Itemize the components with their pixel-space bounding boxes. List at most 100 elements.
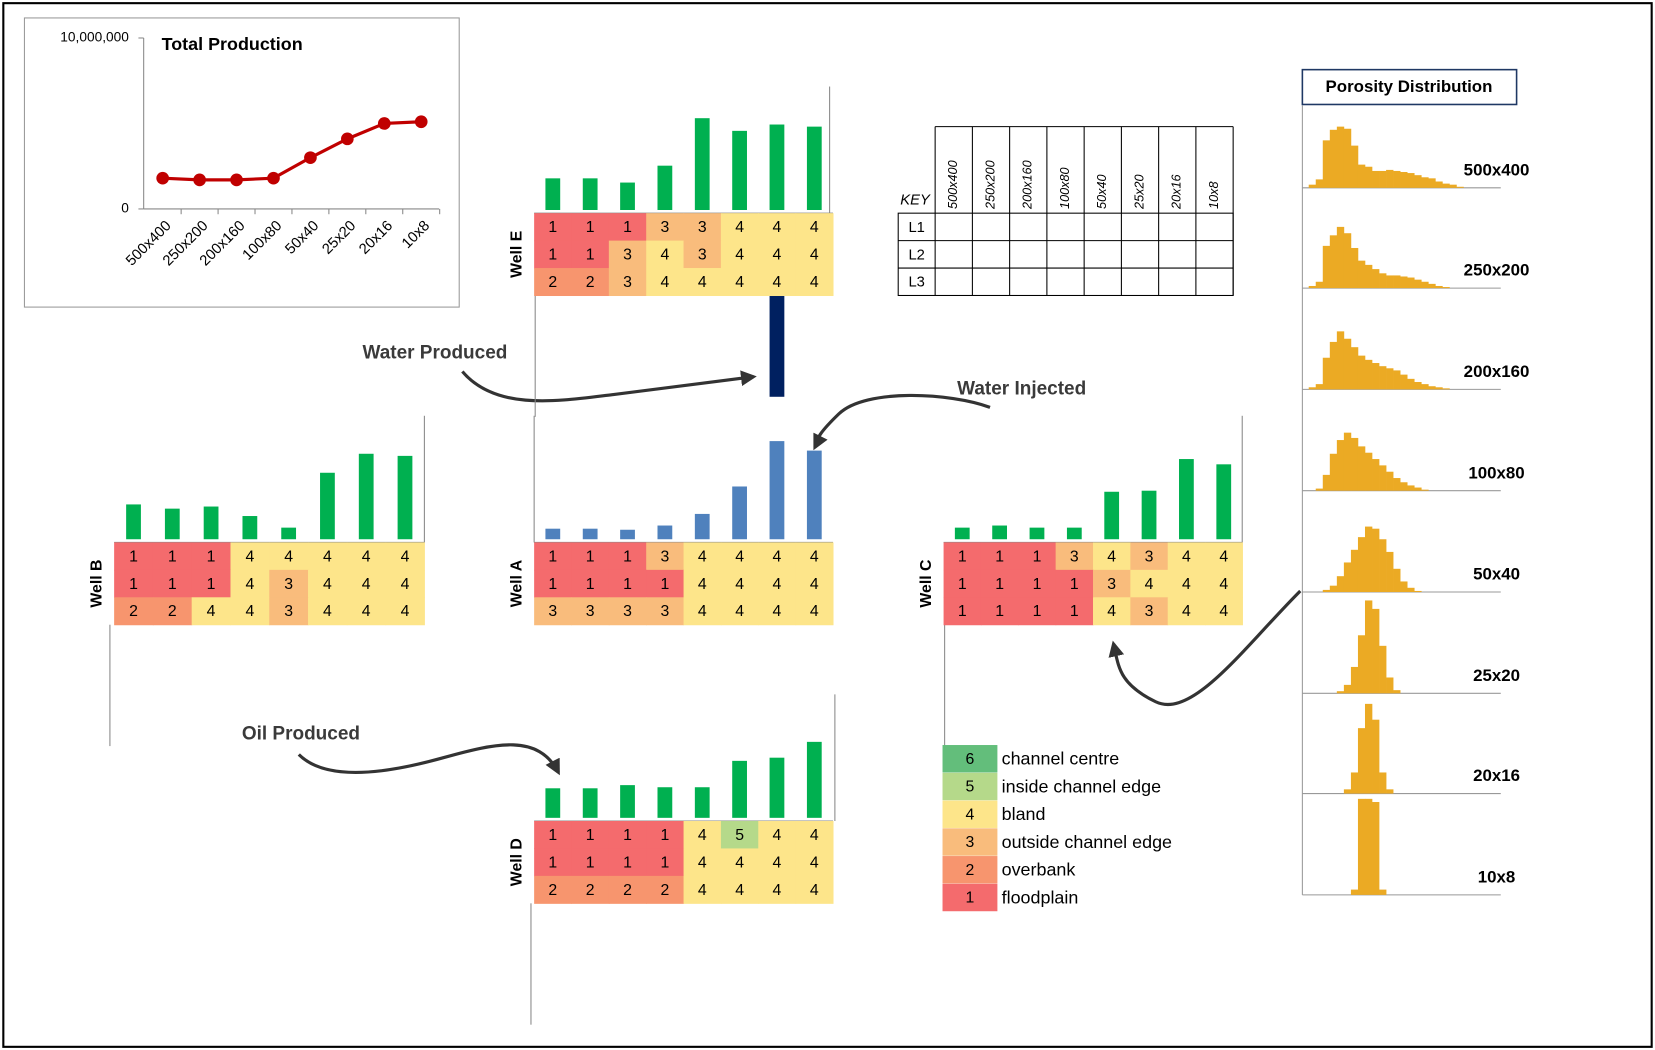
legend-code: 4: [966, 806, 975, 823]
cell-value: 3: [698, 219, 707, 236]
hist-title: 10x8: [1478, 867, 1516, 886]
hist-bar: [1329, 341, 1338, 390]
cell: [795, 569, 834, 598]
bar: [992, 525, 1008, 540]
hist-bar: [1393, 568, 1401, 593]
hist-title: 25x20: [1473, 666, 1520, 685]
hist-bar: [1308, 285, 1317, 289]
cell-value: 4: [773, 882, 782, 899]
bar: [582, 178, 598, 210]
hist-bar: [1386, 551, 1394, 593]
cell-value: 4: [773, 827, 782, 844]
point: [230, 173, 243, 187]
cell-value: 4: [810, 576, 819, 593]
cell: [683, 268, 722, 297]
legend-code: 2: [966, 862, 975, 879]
cell-value: 4: [735, 576, 744, 593]
bar: [694, 118, 710, 210]
cell: [114, 569, 154, 598]
hist-bar: [1357, 446, 1366, 491]
cell-value: 4: [1182, 603, 1191, 620]
hist-bar: [1442, 388, 1450, 390]
hist-bar: [1364, 798, 1373, 895]
cell: [191, 597, 232, 626]
cell-value: 4: [810, 603, 819, 620]
cell: [571, 240, 610, 269]
cell-value: 4: [773, 548, 782, 565]
bar: [806, 126, 822, 210]
cell-value: 4: [735, 219, 744, 236]
hist-title: 200x160: [1464, 362, 1530, 381]
bar: [620, 182, 635, 210]
cell-value: 1: [548, 219, 557, 236]
hist-bar: [1442, 183, 1450, 188]
cell: [1167, 542, 1206, 571]
cell-value: 1: [660, 827, 669, 844]
cell: [1205, 569, 1243, 598]
column-header: 500x400: [946, 160, 960, 209]
bar: [281, 527, 297, 540]
cell-value: 3: [623, 603, 632, 620]
cell-value: 4: [245, 548, 254, 565]
hist-bar: [1456, 186, 1464, 188]
arrow: [1108, 589, 1302, 706]
cell: [720, 821, 759, 849]
bar: [769, 124, 785, 210]
cell-value: 4: [773, 854, 782, 871]
cell-value: 1: [958, 603, 967, 620]
hist-bar: [1442, 287, 1450, 289]
bar: [545, 178, 561, 210]
hist-bar: [1372, 719, 1380, 794]
hist-bar: [1372, 363, 1380, 390]
cell: [346, 542, 387, 571]
hist-bar: [1386, 169, 1394, 188]
cell: [385, 597, 425, 626]
point: [341, 132, 354, 146]
hist-bar: [1350, 889, 1359, 895]
hist-bar: [1372, 459, 1380, 491]
cell-value: 4: [245, 603, 254, 620]
cell: [1167, 597, 1206, 626]
cell-value: 4: [1107, 603, 1116, 620]
cell: [980, 569, 1019, 598]
cell: [1205, 542, 1243, 571]
cell: [152, 597, 193, 626]
cell-value: 4: [1219, 548, 1228, 565]
hist-bar: [1343, 233, 1352, 289]
cell-value: 4: [773, 274, 782, 291]
legend-label: bland: [1002, 804, 1046, 824]
hist-bar: [1379, 273, 1387, 289]
cell: [1167, 569, 1206, 598]
hist-bar: [1350, 347, 1359, 390]
cell: [230, 542, 270, 571]
cell-value: 4: [735, 247, 744, 264]
annotation: Water Produced: [362, 343, 507, 364]
production-box: [23, 17, 460, 308]
hist-bar: [1350, 549, 1359, 593]
row-header: L1: [908, 220, 924, 236]
legend-swatch: [942, 828, 998, 856]
cell-value: 2: [660, 882, 669, 899]
cell-value: 3: [698, 247, 707, 264]
legend-label: floodplain: [1002, 887, 1079, 907]
cell-value: 3: [284, 603, 293, 620]
hist-bar: [1343, 684, 1352, 694]
cell: [608, 821, 647, 849]
hist-bar: [1386, 471, 1394, 491]
cell-value: 2: [129, 603, 138, 620]
hist-bar: [1364, 600, 1373, 694]
cell: [795, 268, 834, 297]
hist-bar: [1435, 285, 1443, 289]
cell: [758, 875, 797, 904]
cell-value: 3: [284, 576, 293, 593]
hist-bar: [1421, 177, 1429, 188]
cell-value: 1: [958, 576, 967, 593]
hist-bar: [1357, 635, 1366, 694]
cell-value: 3: [1145, 603, 1154, 620]
cell-value: 4: [1182, 548, 1191, 565]
hist-bar: [1372, 608, 1380, 694]
cell: [269, 597, 309, 626]
cell: [152, 542, 193, 571]
cell-value: 1: [586, 854, 595, 871]
cell: [571, 213, 610, 242]
